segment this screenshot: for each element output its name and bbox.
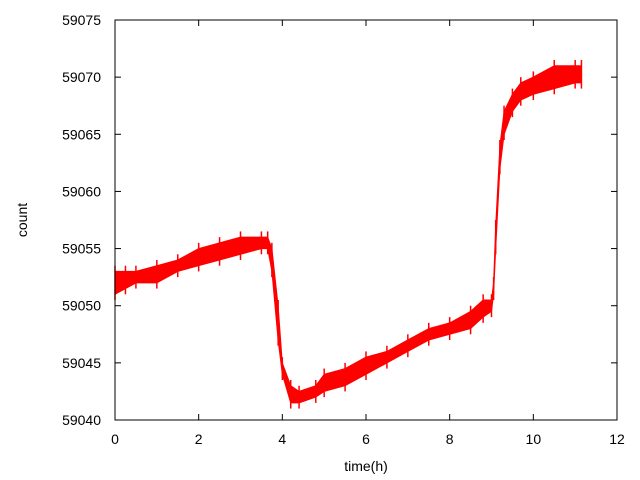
x-tick-label: 6 (362, 431, 370, 447)
y-axis-label: count (14, 203, 30, 237)
y-tick-label: 59050 (62, 298, 101, 314)
x-tick-label: 2 (195, 431, 203, 447)
x-tick-label: 12 (609, 431, 625, 447)
series-band (114, 65, 582, 404)
y-axis-ticks: 59040 59045 59050 59055 59060 59065 59070 59075 (62, 12, 617, 428)
x-axis-label: time(h) (344, 458, 388, 474)
y-tick-label: 59060 (62, 183, 101, 199)
x-tick-label: 10 (526, 431, 542, 447)
y-tick-label: 59070 (62, 69, 101, 85)
y-tick-label: 59040 (62, 412, 101, 428)
y-tick-label: 59055 (62, 241, 101, 257)
y-tick-label: 59065 (62, 126, 101, 142)
x-tick-label: 0 (111, 431, 119, 447)
x-tick-label: 8 (446, 431, 454, 447)
y-tick-label: 59075 (62, 12, 101, 28)
x-tick-label: 4 (278, 431, 286, 447)
series-layer (114, 60, 583, 409)
x-axis-ticks: 0 2 4 6 8 10 12 (111, 20, 625, 447)
y-tick-label: 59045 (62, 355, 101, 371)
